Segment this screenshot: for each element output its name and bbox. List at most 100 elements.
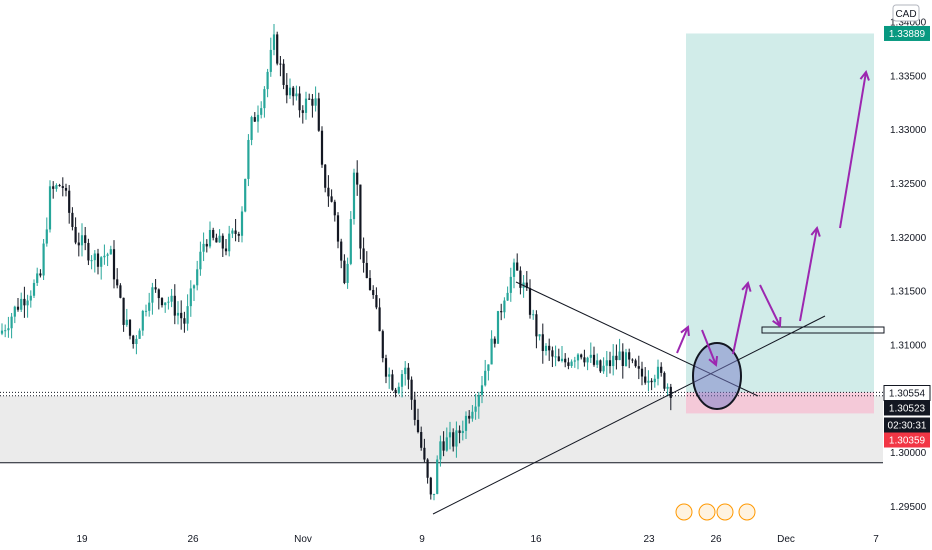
y-tick-label: 1.30000	[890, 448, 927, 459]
candle	[173, 284, 176, 325]
candles	[0, 24, 672, 501]
projection-arrow[interactable]	[676, 325, 690, 354]
candle	[80, 223, 84, 257]
currency-label: CAD	[895, 9, 916, 20]
candle	[423, 438, 426, 463]
x-tick-label: 7	[873, 534, 879, 545]
stop-loss-price-label: 1.30359	[884, 432, 930, 448]
candle	[157, 288, 160, 310]
candle	[106, 252, 109, 267]
projection-arrow[interactable]	[839, 69, 870, 229]
candle	[36, 267, 39, 286]
candle	[576, 353, 580, 370]
candle	[215, 233, 218, 243]
projection-arrow[interactable]	[701, 329, 719, 367]
candle	[288, 78, 292, 99]
candle	[330, 189, 333, 203]
candle	[116, 268, 119, 289]
candle	[180, 300, 183, 330]
projection-arrow[interactable]	[732, 280, 752, 355]
countdown-label-text: 02:30:31	[888, 421, 927, 432]
candle	[282, 59, 285, 90]
economic-events[interactable]	[675, 503, 756, 521]
candle	[564, 353, 567, 368]
candle	[109, 245, 112, 255]
us-flag-icon[interactable]	[738, 503, 756, 521]
candle	[292, 85, 295, 106]
candle	[416, 408, 420, 434]
candle	[388, 367, 391, 389]
candle	[432, 493, 436, 501]
candle	[205, 239, 208, 253]
candle	[336, 212, 340, 249]
candle	[493, 336, 496, 348]
candle	[621, 343, 624, 379]
candle	[55, 183, 58, 192]
candle	[250, 115, 253, 146]
candle	[231, 228, 234, 239]
us-flag-icon[interactable]	[698, 503, 716, 521]
candle	[506, 286, 509, 301]
candle	[253, 112, 256, 123]
candle	[103, 244, 106, 265]
candle	[445, 427, 448, 452]
candle	[474, 393, 477, 420]
candle	[119, 283, 122, 299]
candle	[448, 421, 452, 450]
candle	[573, 356, 576, 368]
candle	[615, 344, 618, 370]
candle	[375, 287, 378, 310]
candle	[266, 68, 269, 98]
candle	[637, 355, 640, 380]
candle	[650, 378, 653, 391]
candle	[484, 359, 487, 387]
stop-loss-label-text: 1.30359	[889, 436, 926, 447]
candle	[10, 312, 13, 339]
candle	[68, 185, 71, 224]
price-axis: 1.295001.300001.305001.310001.315001.320…	[883, 18, 931, 513]
candle	[471, 405, 474, 422]
candle	[660, 362, 663, 377]
candle	[519, 266, 522, 295]
last-price-price-label: 1.30523	[884, 400, 930, 416]
candle	[48, 180, 52, 233]
candle	[183, 311, 186, 333]
resistance-box[interactable]	[761, 326, 885, 334]
candle	[468, 410, 471, 424]
candle	[295, 85, 298, 101]
candle	[61, 177, 64, 197]
candle	[528, 279, 532, 319]
projection-arrow[interactable]	[759, 284, 782, 328]
candle	[87, 238, 90, 266]
candle	[192, 284, 196, 301]
candle	[276, 31, 279, 66]
candle	[151, 282, 154, 315]
candle	[378, 298, 381, 332]
candle	[260, 101, 263, 119]
time-axis: 19 26 Nov 9 16 23 26 Dec 7	[76, 534, 879, 545]
candle	[20, 292, 23, 312]
candle	[135, 335, 138, 355]
candle	[269, 37, 272, 77]
ascending-trendline[interactable]	[432, 315, 826, 515]
candle	[125, 308, 128, 327]
candle	[429, 476, 432, 500]
candle	[45, 217, 48, 247]
candle	[647, 370, 650, 392]
y-tick-label: 1.32500	[890, 179, 927, 190]
candle	[436, 455, 439, 495]
projection-arrow[interactable]	[799, 225, 821, 322]
breakout-highlight-circle[interactable]	[692, 342, 742, 410]
candle	[237, 231, 240, 243]
currency-button[interactable]: CAD	[892, 4, 920, 22]
candle	[128, 319, 132, 340]
candle	[311, 94, 314, 118]
candle	[138, 328, 141, 339]
candle	[538, 334, 541, 341]
candle	[634, 358, 637, 368]
canada-flag-icon[interactable]	[716, 503, 734, 521]
candle	[304, 91, 308, 120]
us-flag-icon[interactable]	[675, 503, 693, 521]
candle	[202, 232, 205, 262]
